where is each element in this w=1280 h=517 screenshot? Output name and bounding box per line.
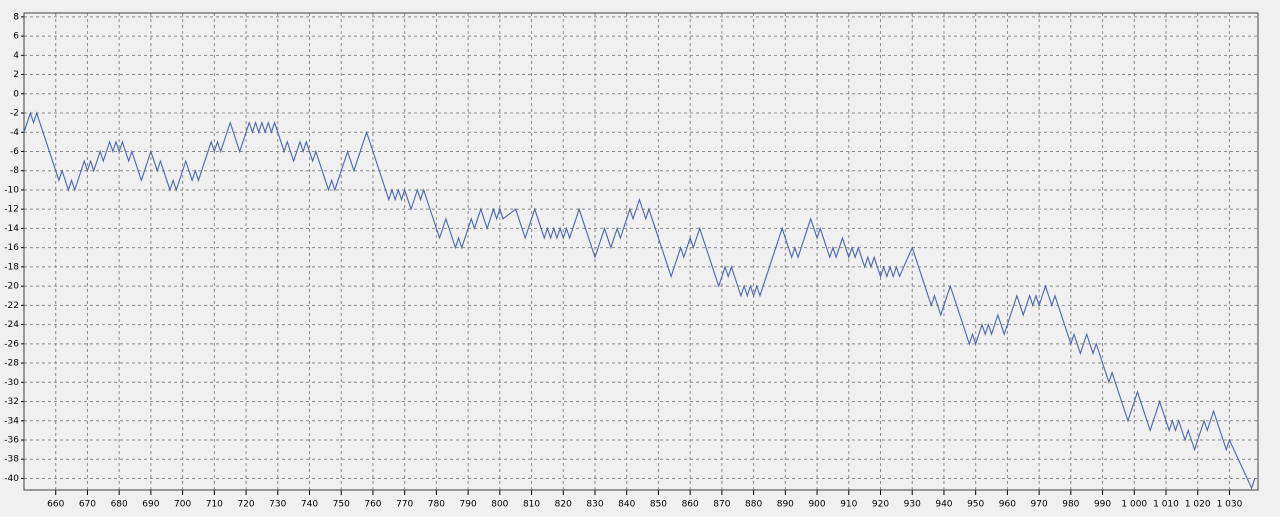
x-tick-label: 810 <box>523 500 540 510</box>
y-tick-label: -12 <box>4 205 19 215</box>
x-tick-label: 680 <box>111 500 128 510</box>
x-tick-label: 800 <box>491 500 508 510</box>
y-tick-label: -10 <box>4 185 19 195</box>
x-tick-label: 700 <box>174 500 191 510</box>
y-tick-label: -6 <box>10 147 19 157</box>
x-tick-label: 1 010 <box>1153 500 1179 510</box>
x-tick-label: 860 <box>682 500 699 510</box>
x-tick-label: 1 020 <box>1185 500 1211 510</box>
x-tick-label: 730 <box>269 500 286 510</box>
x-tick-label: 780 <box>428 500 445 510</box>
y-tick-label: 8 <box>13 12 19 22</box>
x-tick-label: 760 <box>364 500 381 510</box>
y-tick-label: 6 <box>13 32 19 42</box>
y-tick-label: -26 <box>4 339 19 349</box>
y-tick-label: -8 <box>10 166 19 176</box>
x-tick-label: 830 <box>586 500 603 510</box>
x-tick-label: 940 <box>935 500 952 510</box>
x-tick-label: 820 <box>555 500 572 510</box>
x-tick-label: 840 <box>618 500 635 510</box>
y-tick-label: -40 <box>4 474 19 484</box>
x-tick-label: 740 <box>301 500 318 510</box>
x-tick-label: 1 000 <box>1121 500 1147 510</box>
x-tick-label: 770 <box>396 500 413 510</box>
x-tick-label: 880 <box>745 500 762 510</box>
y-tick-label: -32 <box>4 397 19 407</box>
x-tick-label: 930 <box>904 500 921 510</box>
y-tick-label: -18 <box>4 262 19 272</box>
data-line <box>23 111 1256 490</box>
x-tick-label: 1 030 <box>1217 500 1243 510</box>
plot-area <box>24 13 1258 490</box>
x-tick-label: 790 <box>460 500 477 510</box>
x-tick-label: 990 <box>1094 500 1111 510</box>
x-tick-label: 690 <box>142 500 159 510</box>
y-tick-label: -24 <box>4 320 19 330</box>
y-tick-label: -22 <box>4 301 19 311</box>
x-tick-label: 890 <box>777 500 794 510</box>
y-tick-label: -38 <box>4 455 19 465</box>
y-tick-label: -14 <box>4 224 19 234</box>
y-tick-label: -36 <box>4 435 19 445</box>
x-tick-label: 900 <box>808 500 825 510</box>
y-tick-label: -30 <box>4 378 19 388</box>
x-tick-label: 960 <box>999 500 1016 510</box>
plot-border <box>23 12 1259 491</box>
x-tick-label: 970 <box>1031 500 1048 510</box>
y-tick-label: 4 <box>13 51 19 61</box>
y-tick-label: -34 <box>4 416 19 426</box>
y-tick-label: -4 <box>10 128 19 138</box>
y-tick-label: -2 <box>10 109 19 119</box>
y-tick-label: -16 <box>4 243 19 253</box>
x-tick-label: 950 <box>967 500 984 510</box>
y-tick-label: 0 <box>13 89 19 99</box>
x-tick-label: 910 <box>840 500 857 510</box>
y-tick-label: 2 <box>13 70 19 80</box>
x-tick-label: 660 <box>47 500 64 510</box>
y-tick-label: -20 <box>4 282 19 292</box>
y-tick-label: -28 <box>4 359 19 369</box>
x-tick-label: 870 <box>713 500 730 510</box>
x-tick-label: 920 <box>872 500 889 510</box>
x-tick-label: 850 <box>650 500 667 510</box>
x-tick-label: 980 <box>1062 500 1079 510</box>
x-tick-label: 750 <box>333 500 350 510</box>
x-tick-label: 710 <box>206 500 223 510</box>
x-tick-label: 670 <box>79 500 96 510</box>
x-tick-label: 720 <box>237 500 254 510</box>
